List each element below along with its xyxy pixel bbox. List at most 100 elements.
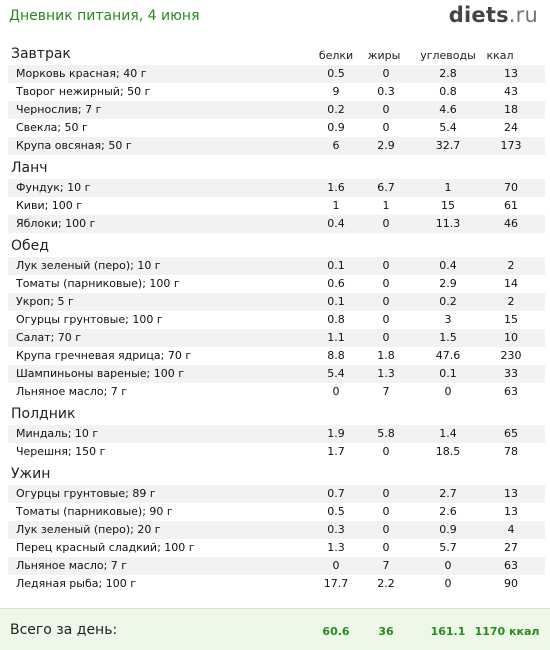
food-name: Черешня; 150 г <box>16 445 106 458</box>
total-carbs: 161.1 <box>430 625 466 638</box>
food-diary-table: Завтрак белки жиры углеводы ккал Морковь крас… <box>8 45 545 597</box>
food-kcal: 15 <box>504 313 518 326</box>
food-carbs: 2.9 <box>439 277 457 290</box>
food-name: Салат; 70 г <box>16 331 82 344</box>
food-carbs: 1.5 <box>439 331 457 344</box>
food-row: Огурцы грунтовые; 100 г 0.8 0 3 15 <box>8 311 545 329</box>
food-protein: 17.7 <box>323 577 349 590</box>
food-fat: 1 <box>382 199 390 212</box>
food-row: Томаты (парниковые); 90 г 0.5 0 2.6 13 <box>8 503 545 521</box>
food-carbs: 0.9 <box>439 523 457 536</box>
food-name: Ледяная рыба; 100 г <box>16 577 136 590</box>
food-carbs: 0 <box>444 385 452 398</box>
food-protein: 0.5 <box>327 67 345 80</box>
food-fat: 6.7 <box>377 181 395 194</box>
food-row: Лук зеленый (перо); 20 г 0.3 0 0.9 4 <box>8 521 545 539</box>
food-protein: 0.5 <box>327 505 345 518</box>
site-logo[interactable]: diets.ru <box>449 3 538 27</box>
food-fat: 0 <box>382 487 390 500</box>
food-name: Льняное масло; 7 г <box>16 559 128 572</box>
column-header-fat: жиры <box>367 49 401 62</box>
food-protein: 0.4 <box>327 217 345 230</box>
food-name: Морковь красная; 40 г <box>16 67 147 80</box>
food-kcal: 18 <box>504 103 518 116</box>
food-fat: 0 <box>382 331 390 344</box>
food-name: Льняное масло; 7 г <box>16 385 128 398</box>
food-carbs: 2.8 <box>439 67 457 80</box>
food-fat: 1.8 <box>377 349 395 362</box>
food-protein: 1.6 <box>327 181 345 194</box>
food-fat: 0 <box>382 445 390 458</box>
food-carbs: 1.4 <box>439 427 457 440</box>
food-fat: 0 <box>382 217 390 230</box>
meal-spacer <box>8 593 545 597</box>
food-name: Чернослив; 7 г <box>16 103 102 116</box>
total-fat: 36 <box>378 625 394 638</box>
food-row: Чернослив; 7 г 0.2 0 4.6 18 <box>8 101 545 119</box>
food-protein: 1.1 <box>327 331 345 344</box>
food-fat: 2.9 <box>377 139 395 152</box>
food-carbs: 5.7 <box>439 541 457 554</box>
food-name: Огурцы грунтовые; 89 г <box>16 487 156 500</box>
food-protein: 1.3 <box>327 541 345 554</box>
column-header-protein: белки <box>318 49 354 62</box>
food-fat: 5.8 <box>377 427 395 440</box>
food-row: Черешня; 150 г 1.7 0 18.5 78 <box>8 443 545 461</box>
food-fat: 0 <box>382 313 390 326</box>
meal-header: Ужин <box>8 465 545 485</box>
meal-name: Завтрак <box>11 46 71 62</box>
food-fat: 0 <box>382 121 390 134</box>
food-row: Шампиньоны вареные; 100 г 5.4 1.3 0.1 33 <box>8 365 545 383</box>
food-kcal: 65 <box>504 427 518 440</box>
total-label: Всего за день: <box>10 622 118 638</box>
food-carbs: 0 <box>444 577 452 590</box>
food-fat: 0 <box>382 103 390 116</box>
food-row: Лук зеленый (перо); 10 г 0.1 0 0.4 2 <box>8 257 545 275</box>
column-header-kcal: ккал <box>486 49 514 62</box>
food-fat: 0.3 <box>377 85 395 98</box>
food-name: Шампиньоны вареные; 100 г <box>16 367 185 380</box>
meal-header: Ланч <box>8 159 545 179</box>
food-row: Томаты (парниковые); 100 г 0.6 0 2.9 14 <box>8 275 545 293</box>
food-protein: 0.1 <box>327 295 345 308</box>
food-carbs: 11.3 <box>435 217 461 230</box>
food-protein: 1.7 <box>327 445 345 458</box>
meal-header: Полдник <box>8 405 545 425</box>
food-kcal: 78 <box>504 445 518 458</box>
brand-tld: .ru <box>508 3 538 27</box>
food-fat: 0 <box>382 523 390 536</box>
total-kcal: 1170 ккал <box>474 625 540 638</box>
food-protein: 6 <box>332 139 340 152</box>
food-fat: 0 <box>382 67 390 80</box>
food-name: Яблоки; 100 г <box>16 217 96 230</box>
food-kcal: 2 <box>507 259 515 272</box>
meal-name: Ланч <box>11 160 48 176</box>
food-protein: 0.9 <box>327 121 345 134</box>
food-row: Огурцы грунтовые; 89 г 0.7 0 2.7 13 <box>8 485 545 503</box>
meal-name: Полдник <box>11 406 76 422</box>
food-protein: 0 <box>332 559 340 572</box>
food-kcal: 90 <box>504 577 518 590</box>
food-name: Крупа овсяная; 50 г <box>16 139 132 152</box>
food-row: Морковь красная; 40 г 0.5 0 2.8 13 <box>8 65 545 83</box>
food-protein: 0.1 <box>327 259 345 272</box>
food-kcal: 14 <box>504 277 518 290</box>
food-protein: 0 <box>332 385 340 398</box>
food-carbs: 4.6 <box>439 103 457 116</box>
food-protein: 9 <box>332 85 340 98</box>
food-row: Миндаль; 10 г 1.9 5.8 1.4 65 <box>8 425 545 443</box>
food-carbs: 0.4 <box>439 259 457 272</box>
food-row: Свекла; 50 г 0.9 0 5.4 24 <box>8 119 545 137</box>
food-kcal: 61 <box>504 199 518 212</box>
food-kcal: 2 <box>507 295 515 308</box>
page-title: Дневник питания, 4 июня <box>9 8 200 24</box>
column-header-carbs: углеводы <box>420 49 476 62</box>
meal-header: Завтрак белки жиры углеводы ккал <box>8 45 545 65</box>
food-kcal: 230 <box>500 349 522 362</box>
food-name: Свекла; 50 г <box>16 121 88 134</box>
food-carbs: 47.6 <box>435 349 461 362</box>
food-kcal: 173 <box>500 139 522 152</box>
food-name: Творог нежирный; 50 г <box>16 85 151 98</box>
food-row: Крупа овсяная; 50 г 6 2.9 32.7 173 <box>8 137 545 155</box>
food-protein: 1 <box>332 199 340 212</box>
